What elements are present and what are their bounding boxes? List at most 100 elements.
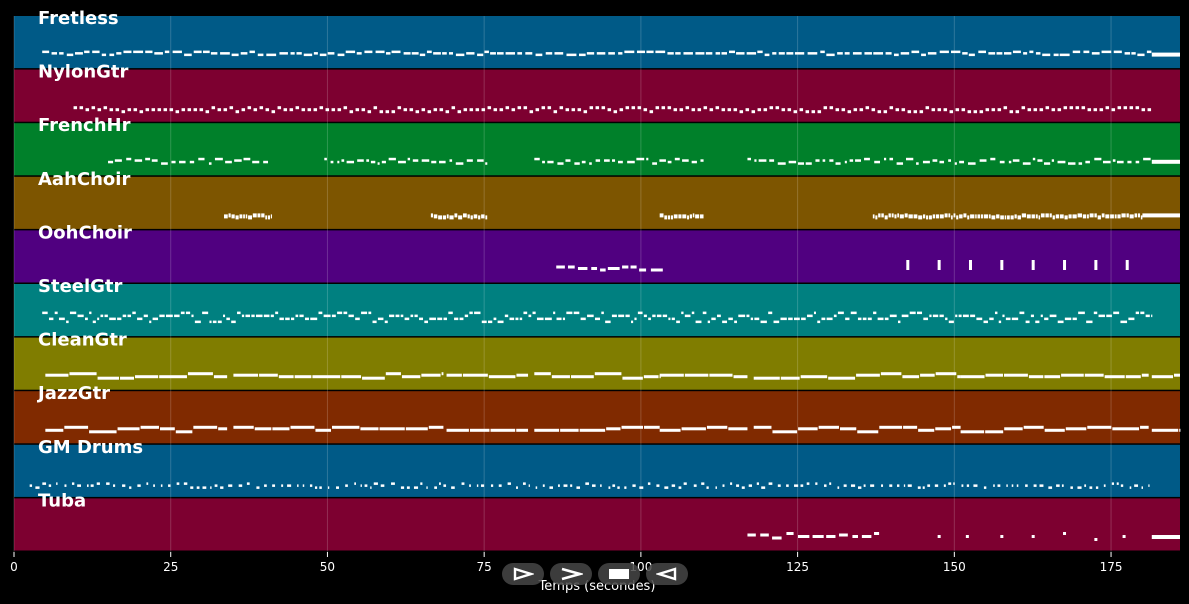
- note: [881, 484, 884, 487]
- note: [926, 215, 929, 220]
- note: [1033, 108, 1038, 112]
- note: [706, 486, 709, 489]
- note: [985, 373, 1003, 377]
- note: [89, 430, 117, 434]
- note: [54, 311, 58, 315]
- note: [542, 484, 545, 487]
- note: [612, 484, 616, 487]
- note: [108, 160, 114, 164]
- note: [847, 110, 852, 114]
- note: [553, 110, 558, 114]
- fast-forward-button[interactable]: [550, 563, 592, 585]
- note: [993, 484, 995, 487]
- note: [1083, 50, 1090, 54]
- note: [547, 106, 552, 110]
- note: [360, 484, 362, 487]
- note: [622, 376, 643, 380]
- note: [556, 265, 565, 269]
- note: [1141, 108, 1146, 112]
- note: [763, 108, 768, 112]
- note: [945, 317, 948, 321]
- note: [429, 317, 436, 321]
- note: [818, 425, 839, 429]
- note: [691, 311, 695, 315]
- note: [769, 159, 775, 162]
- note: [287, 484, 292, 487]
- note: [607, 267, 620, 270]
- note: [109, 53, 115, 57]
- note: [448, 52, 454, 55]
- note: [277, 106, 282, 110]
- note: [643, 375, 659, 379]
- note: [943, 108, 948, 112]
- note: [356, 52, 362, 55]
- note: [760, 533, 769, 537]
- note: [477, 53, 484, 57]
- note: [579, 53, 586, 57]
- note: [1125, 260, 1129, 270]
- note: [421, 108, 426, 112]
- track-label: OohChoir: [38, 222, 132, 243]
- note: [223, 108, 228, 112]
- note: [449, 215, 454, 220]
- note: [248, 215, 253, 220]
- note: [923, 317, 929, 321]
- note: [932, 314, 939, 318]
- note: [728, 317, 733, 321]
- note: [297, 484, 299, 487]
- note: [931, 108, 936, 112]
- note: [733, 108, 738, 112]
- note: [220, 486, 224, 489]
- note: [302, 484, 305, 487]
- note: [103, 106, 108, 110]
- note: [516, 486, 518, 489]
- note: [1042, 53, 1051, 57]
- play-button[interactable]: [502, 563, 544, 585]
- note: [361, 311, 368, 315]
- note: [1102, 160, 1111, 164]
- note: [235, 110, 240, 114]
- note: [587, 314, 594, 318]
- track-notes: [224, 213, 1180, 220]
- note: [799, 108, 804, 112]
- note: [948, 213, 951, 218]
- note: [608, 52, 615, 55]
- note: [574, 162, 580, 165]
- rewind-button[interactable]: [646, 563, 688, 585]
- note: [918, 428, 935, 432]
- note: [870, 484, 875, 487]
- note: [1044, 375, 1061, 379]
- note: [896, 162, 904, 165]
- note: [889, 157, 894, 161]
- track-notes: [73, 106, 1152, 114]
- note: [202, 486, 207, 489]
- note: [1117, 214, 1121, 219]
- note: [989, 317, 994, 321]
- note: [132, 311, 136, 315]
- note: [1053, 53, 1059, 57]
- note: [637, 106, 642, 110]
- note-marks: [29, 50, 1181, 541]
- note: [751, 110, 756, 114]
- note: [747, 157, 751, 161]
- note: [664, 486, 669, 489]
- note: [438, 215, 443, 220]
- note: [255, 314, 263, 318]
- note: [397, 106, 402, 110]
- stop-button[interactable]: [598, 563, 640, 585]
- note: [829, 482, 832, 485]
- note: [1008, 160, 1012, 164]
- note: [667, 52, 674, 55]
- note: [433, 214, 438, 219]
- note: [673, 214, 678, 219]
- note: [678, 486, 682, 489]
- note: [895, 108, 900, 112]
- note: [1011, 317, 1019, 321]
- note: [1106, 314, 1112, 318]
- note: [84, 317, 88, 321]
- note: [433, 52, 441, 55]
- note: [1064, 317, 1072, 321]
- note: [461, 482, 465, 485]
- note: [516, 428, 529, 432]
- note: [331, 108, 336, 112]
